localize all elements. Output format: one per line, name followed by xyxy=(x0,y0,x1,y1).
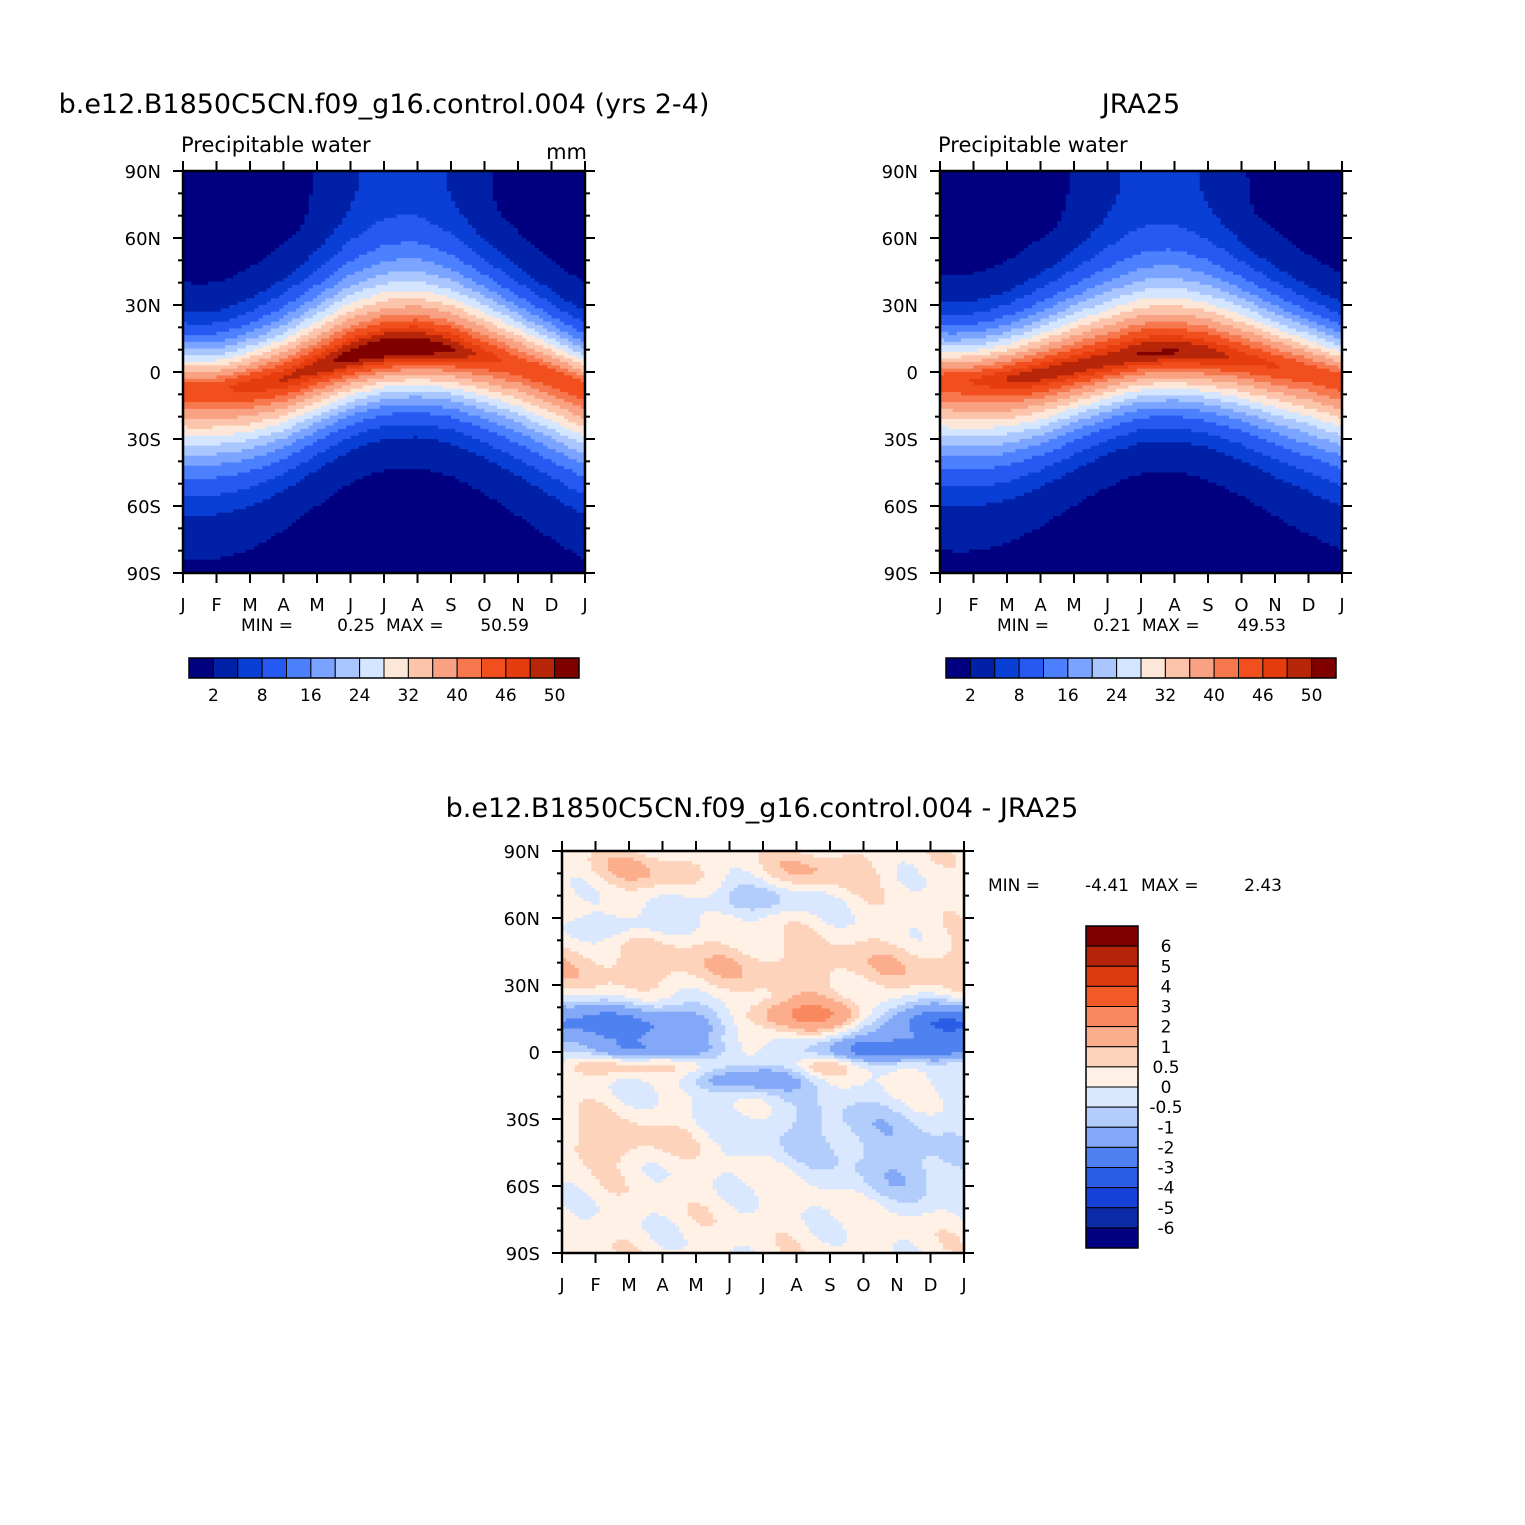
panel-model-units-label: mm xyxy=(546,140,587,164)
panel-model-field xyxy=(183,171,586,574)
panel-model-variable-label: Precipitable water xyxy=(181,133,371,157)
panel-model-title: b.e12.B1850C5CN.f09_g16.control.004 (yrs… xyxy=(59,89,710,120)
panel-model: b.e12.B1850C5CN.f09_g16.control.004 (yrs… xyxy=(59,89,710,706)
